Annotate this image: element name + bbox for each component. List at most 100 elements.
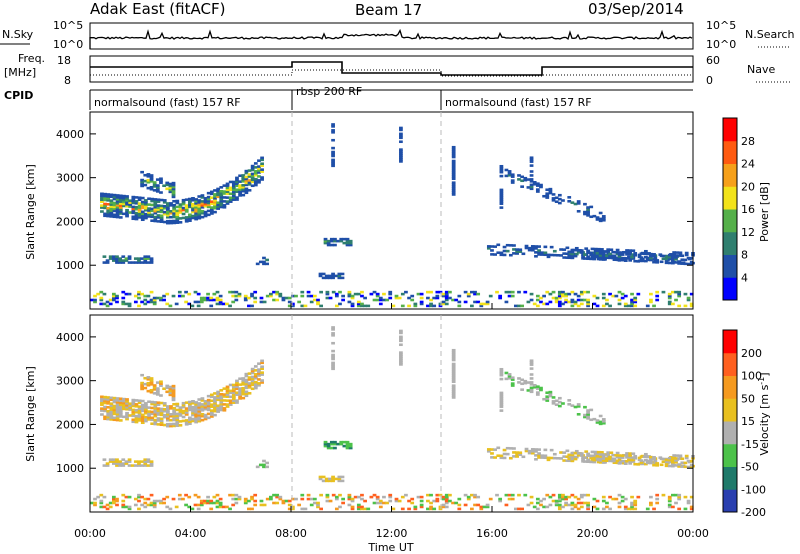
power-cell (172, 207, 177, 211)
velocity-cell (581, 460, 585, 463)
power-cell (350, 304, 355, 308)
velocity-cell (250, 371, 255, 375)
power-cell (203, 197, 208, 200)
power-cell (171, 181, 176, 185)
power-cell (512, 252, 516, 255)
power-cell (369, 292, 374, 296)
power-cell (382, 298, 386, 302)
velocity-cell (177, 493, 182, 497)
velocity-cell (565, 455, 570, 459)
velocity-cell (172, 412, 177, 416)
velocity-cell (103, 407, 107, 411)
velocity-cell (109, 408, 114, 411)
power-cell (399, 158, 403, 161)
velocity-cell (554, 503, 559, 507)
power-cell (237, 294, 242, 298)
velocity-cell (175, 422, 180, 425)
power-cell (562, 248, 567, 251)
velocity-cell (124, 495, 129, 499)
power-cell (171, 195, 176, 199)
velocity-cell (115, 460, 119, 463)
velocity-cell (159, 384, 163, 387)
velocity-cell (499, 456, 504, 460)
power-cell (551, 193, 556, 196)
velocity-cell (630, 505, 634, 509)
power-cell (253, 166, 258, 169)
power-cell (100, 194, 104, 198)
power-cell (166, 210, 170, 213)
velocity-cell (175, 414, 180, 418)
velocity-cell (496, 454, 501, 457)
power-cell (152, 296, 157, 300)
velocity-cell (287, 499, 292, 503)
velocity-cell (444, 499, 449, 503)
power-cell (199, 296, 204, 300)
colorbar-segment (723, 277, 737, 301)
power-cell (235, 184, 239, 188)
power-cell (168, 304, 173, 308)
power-cell (378, 296, 383, 300)
power-cell (253, 162, 258, 165)
power-cell (105, 300, 110, 304)
power-cell (115, 259, 119, 262)
power-cell (112, 215, 117, 219)
power-cell (426, 304, 430, 308)
velocity-cell (196, 495, 201, 499)
velocity-cell (399, 329, 403, 333)
velocity-cell (652, 457, 656, 461)
power-cell (375, 292, 380, 296)
velocity-cell (222, 399, 227, 402)
velocity-cell (326, 442, 331, 446)
power-cell (341, 298, 345, 302)
power-ylabel: Slant Range [km] (24, 164, 37, 260)
power-cell (106, 199, 111, 202)
power-cell (653, 258, 658, 261)
velocity-cell (321, 479, 326, 483)
velocity-cell (219, 402, 224, 406)
velocity-cell (413, 507, 418, 511)
velocity-cell (623, 507, 628, 511)
velocity-cell (649, 459, 653, 463)
power-cell (124, 292, 129, 296)
velocity-cell (253, 499, 258, 503)
power-cell (231, 294, 236, 298)
velocity-cell (463, 503, 468, 507)
power-cell (659, 260, 664, 264)
power-cell (347, 300, 352, 304)
velocity-cell (507, 497, 512, 501)
velocity-cell (219, 398, 224, 402)
velocity-cell (222, 395, 227, 398)
power-cell (169, 202, 173, 205)
power-cell (504, 174, 509, 178)
power-cell (360, 302, 364, 306)
power-cell (190, 304, 195, 308)
power-cell (451, 163, 456, 167)
power-cell (490, 253, 494, 256)
velocity-cell (451, 356, 456, 360)
power-cell (333, 237, 337, 241)
power-cell (181, 206, 186, 210)
velocity-cell (146, 458, 151, 461)
power-cell (331, 162, 335, 166)
velocity-cell (156, 401, 161, 404)
velocity-cell (623, 462, 628, 465)
power-cell (206, 201, 211, 205)
velocity-cell (175, 408, 180, 412)
velocity-cell (596, 450, 601, 454)
power-cell (115, 194, 120, 197)
power-cell (391, 304, 396, 308)
velocity-cell (219, 389, 224, 392)
velocity-cell (247, 372, 252, 375)
velocity-cell (502, 456, 507, 460)
power-cell (605, 302, 609, 306)
velocity-cell (598, 461, 603, 464)
velocity-cell (149, 388, 154, 392)
velocity-cell (614, 454, 619, 457)
power-cell (191, 206, 195, 210)
velocity-cell (526, 503, 531, 507)
velocity-cell (617, 493, 622, 497)
power-cell (175, 221, 180, 224)
power-cell (146, 300, 151, 304)
velocity-cell (178, 406, 183, 409)
power-cell (539, 185, 543, 189)
